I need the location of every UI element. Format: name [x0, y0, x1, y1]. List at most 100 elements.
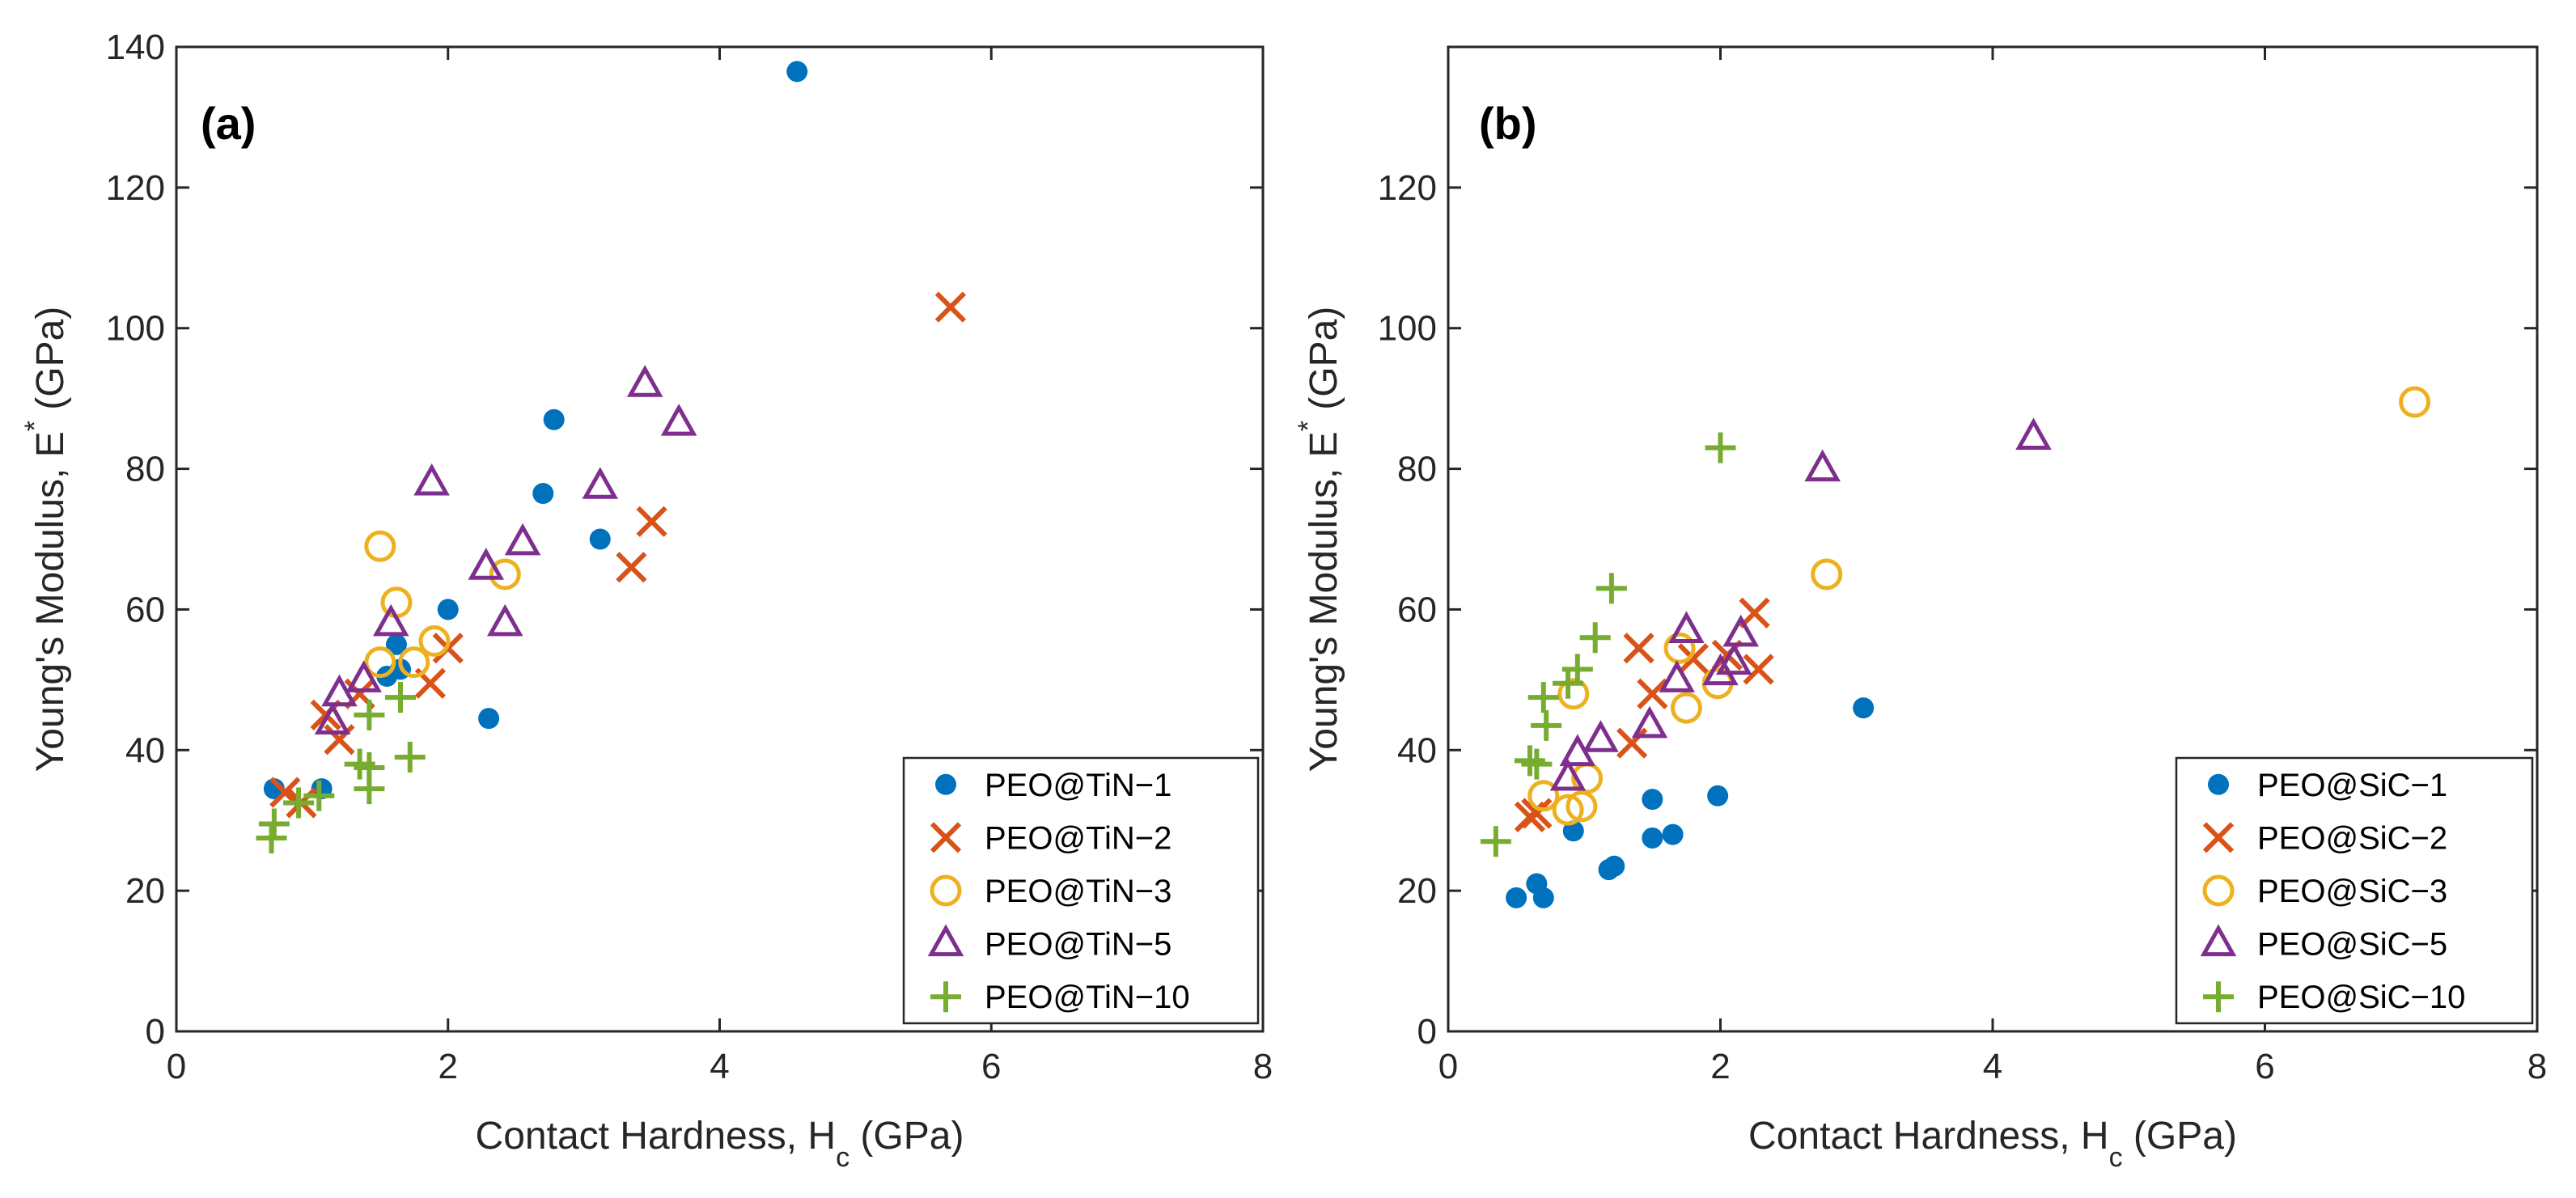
- x-axis-title: Contact Hardness, Hc (GPa): [1748, 1115, 2237, 1173]
- data-point: [2015, 417, 2052, 450]
- y-tick-label: 100: [106, 309, 165, 349]
- data-point: [1642, 789, 1663, 811]
- data-point: [364, 646, 396, 679]
- x-tick-label: 0: [1438, 1047, 1458, 1086]
- legend: PEO@TiN−1 PEO@TiN−2 PEO@TiN−3 PEO@TiN−5 PEO@…: [902, 756, 1260, 1025]
- legend-entry-label: PEO@TiN−5: [985, 927, 1171, 963]
- data-point: [1506, 887, 1527, 908]
- y-axis-title-main: Young's Modulus, E: [29, 431, 72, 772]
- series-5: [1480, 432, 1736, 857]
- data-point: [372, 603, 409, 637]
- data-point: [394, 741, 426, 773]
- y-tick-label: 20: [1397, 871, 1437, 911]
- y-axis-title-unit: (GPa): [1303, 307, 1345, 421]
- data-point: [1552, 794, 1584, 826]
- data-point: [1637, 678, 1668, 709]
- y-axis-title: Young's Modulus, E* (GPa): [1293, 307, 1345, 773]
- y-axis-title-superscript: *: [1293, 421, 1324, 431]
- x-tick-label: 4: [710, 1047, 729, 1086]
- data-point: [345, 660, 382, 692]
- data-point: [1642, 827, 1663, 849]
- x-tick-label: 4: [1983, 1047, 2002, 1086]
- y-tick-label: 60: [125, 590, 165, 629]
- legend-marker: [2202, 822, 2235, 853]
- data-point: [1532, 887, 1554, 908]
- data-point: [636, 506, 667, 537]
- y-axis-title: Young's Modulus, E* (GPa): [19, 307, 72, 773]
- data-point: [1670, 692, 1702, 724]
- data-point: [504, 523, 541, 556]
- data-point: [489, 558, 521, 591]
- data-point: [1659, 660, 1695, 692]
- data-point: [1562, 820, 1584, 842]
- data-point: [303, 780, 335, 811]
- data-point: [1739, 597, 1770, 629]
- data-point: [258, 808, 290, 840]
- data-point: [364, 530, 396, 562]
- data-point: [1521, 798, 1553, 829]
- x-axis-title-main: Contact Hardness, H: [1748, 1115, 2109, 1158]
- data-point: [1521, 748, 1553, 780]
- y-tick-label: 120: [106, 168, 165, 208]
- x-tick-label: 6: [981, 1047, 1001, 1086]
- series-3: [1527, 386, 2431, 826]
- legend-marker: [935, 773, 956, 795]
- legend-entry-label: PEO@TiN−10: [985, 980, 1190, 1015]
- legend-entry-label: PEO@SiC−1: [2257, 768, 2447, 803]
- data-point: [1549, 758, 1587, 791]
- data-point: [1582, 720, 1619, 752]
- data-point: [1853, 697, 1875, 719]
- y-tick-label: 80: [125, 450, 165, 489]
- x-tick-label: 2: [1710, 1047, 1730, 1086]
- data-point: [589, 528, 611, 550]
- data-point: [486, 603, 523, 637]
- data-point: [1631, 705, 1668, 739]
- data-point: [1705, 432, 1736, 464]
- x-tick-label: 0: [167, 1047, 186, 1086]
- x-axis-title: Contact Hardness, Hc (GPa): [476, 1115, 964, 1173]
- y-axis-title-main: Young's Modulus, E: [1303, 431, 1345, 772]
- data-point: [1579, 622, 1611, 654]
- data-point: [1561, 654, 1593, 685]
- data-point: [2399, 386, 2431, 418]
- legend-marker: [2203, 981, 2234, 1013]
- legend: PEO@SiC−1 PEO@SiC−2 PEO@SiC−3 PEO@SiC−5 PEO@…: [2175, 756, 2534, 1025]
- data-point: [1663, 632, 1696, 664]
- legend-entry-label: PEO@SiC−5: [2257, 927, 2447, 963]
- data-point: [385, 633, 407, 655]
- legend-entry-label: PEO@SiC−3: [2257, 874, 2447, 909]
- data-point: [283, 787, 315, 819]
- panel-label: (a): [201, 98, 256, 149]
- data-point: [1668, 611, 1705, 644]
- x-axis-title-unit: (GPa): [2123, 1115, 2237, 1158]
- data-point: [418, 625, 451, 658]
- data-point: [786, 61, 808, 83]
- data-point: [1527, 682, 1559, 713]
- x-axis-title-unit: (GPa): [849, 1115, 964, 1158]
- data-point: [934, 291, 967, 323]
- panel-label: (b): [1479, 98, 1537, 149]
- data-point: [582, 467, 619, 499]
- data-point: [384, 682, 416, 713]
- data-point: [398, 646, 430, 679]
- series-1: [1506, 697, 1875, 908]
- data-point: [413, 463, 450, 496]
- data-point: [354, 699, 385, 730]
- legend-marker: [2200, 924, 2237, 957]
- data-point: [437, 599, 459, 620]
- data-point: [256, 822, 287, 853]
- data-point: [1743, 654, 1774, 685]
- legend-entry-label: PEO@SiC−2: [2257, 820, 2447, 856]
- data-point: [1616, 727, 1648, 759]
- legend-entry-label: PEO@SiC−10: [2257, 980, 2465, 1015]
- data-point: [532, 482, 554, 504]
- data-point: [1604, 855, 1625, 877]
- legend-entry-label: PEO@TiN−1: [985, 768, 1171, 803]
- data-point: [1707, 785, 1729, 806]
- x-axis-title-subscript: c: [2109, 1142, 2123, 1173]
- y-axis-title-unit: (GPa): [29, 307, 72, 421]
- data-point: [1722, 614, 1760, 647]
